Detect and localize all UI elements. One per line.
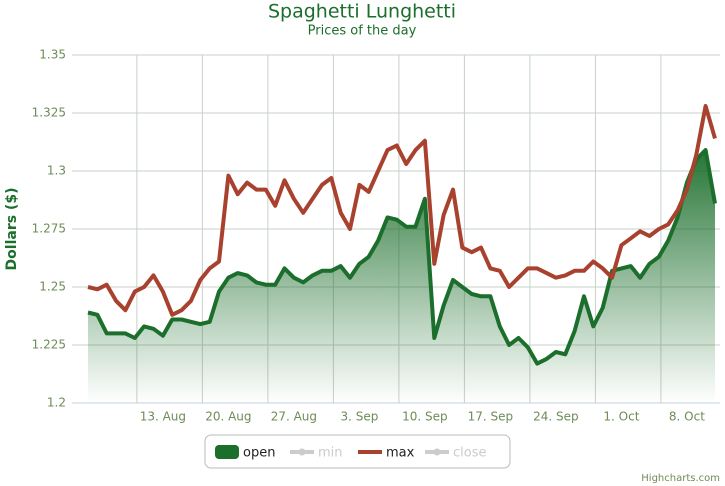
x-tick-label: 20. Aug [205,410,251,424]
y-tick-label: 1.225 [32,338,66,352]
x-tick-label: 13. Aug [140,410,186,424]
y-tick-label: 1.325 [32,106,66,120]
legend-symbol[interactable] [215,445,239,459]
x-tick-label: 8. Oct [669,410,705,424]
credits[interactable]: Highcharts.com [641,473,720,484]
legend-label[interactable]: open [243,446,275,461]
x-tick-label: 3. Sep [340,410,378,424]
max-line [87,104,717,317]
legend-label[interactable]: min [318,446,343,461]
area-fill [88,150,715,403]
y-tick-label: 1.3 [47,164,66,178]
legend-label[interactable]: close [453,446,486,461]
chart-title: Spaghetti Lunghetti [268,1,456,23]
x-tick-label: 10. Sep [402,410,448,424]
x-tick-label: 27. Aug [271,410,317,424]
x-tick-label: 1. Oct [603,410,639,424]
y-axis-title: Dollars ($) [4,188,20,271]
y-tick-label: 1.2 [47,396,66,410]
y-tick-label: 1.35 [39,48,66,62]
legend-marker[interactable] [298,448,306,456]
chart-subtitle: Prices of the day [308,24,417,39]
x-tick-label: 17. Sep [468,410,514,424]
legend-marker[interactable] [433,448,441,456]
legend-box [204,434,511,469]
y-tick-label: 1.275 [32,222,66,236]
legend-label[interactable]: max [386,446,415,461]
y-tick-label: 1.25 [39,280,66,294]
x-tick-label: 24. Sep [533,410,579,424]
